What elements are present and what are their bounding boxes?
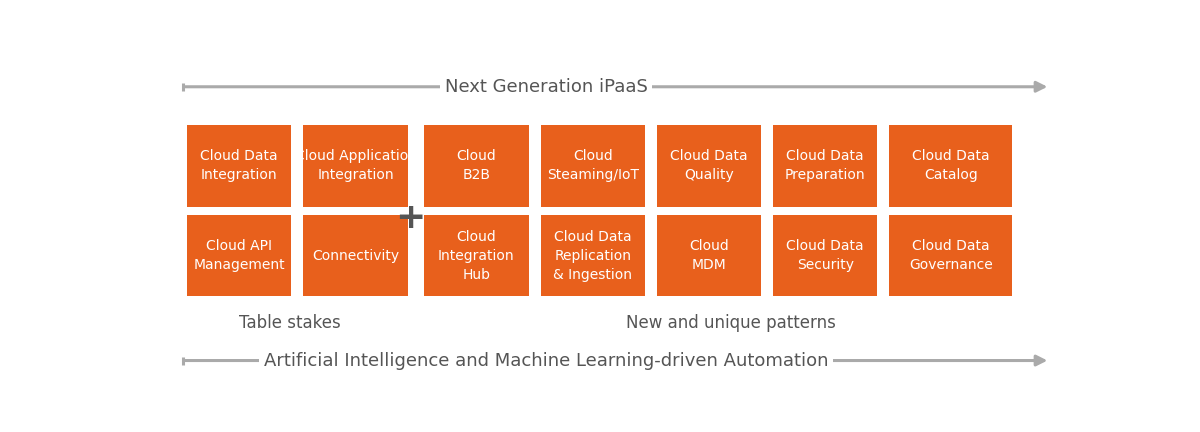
Text: Cloud
Steaming/IoT: Cloud Steaming/IoT [547,149,638,182]
Bar [304,125,408,206]
Bar [656,125,761,206]
Text: +: + [395,201,426,235]
Text: Cloud
B2B: Cloud B2B [456,149,497,182]
Text: Artificial Intelligence and Machine Learning-driven Automation: Artificial Intelligence and Machine Lear… [264,352,828,369]
Bar [540,215,644,296]
Bar [187,125,292,206]
Bar [773,125,877,206]
Bar [773,215,877,296]
Bar [656,215,761,296]
Text: Cloud Application
Integration: Cloud Application Integration [294,149,416,182]
Text: Cloud
MDM: Cloud MDM [689,239,728,272]
Text: Cloud API
Management: Cloud API Management [193,239,286,272]
Text: Cloud Data
Catalog: Cloud Data Catalog [912,149,990,182]
Bar [425,125,528,206]
Text: Cloud Data
Replication
& Ingestion: Cloud Data Replication & Ingestion [553,230,632,282]
Text: Cloud
Integration
Hub: Cloud Integration Hub [438,230,515,282]
Text: Table stakes: Table stakes [239,314,341,332]
Bar [304,215,408,296]
Text: Cloud Data
Governance: Cloud Data Governance [908,239,992,272]
Bar [425,215,528,296]
Text: Cloud Data
Integration: Cloud Data Integration [200,149,278,182]
Text: New and unique patterns: New and unique patterns [626,314,836,332]
Text: Cloud Data
Quality: Cloud Data Quality [670,149,748,182]
Text: Cloud Data
Security: Cloud Data Security [786,239,864,272]
Bar [187,215,292,296]
Text: Cloud Data
Preparation: Cloud Data Preparation [785,149,865,182]
Bar [540,125,644,206]
Bar [889,215,1012,296]
Text: Connectivity: Connectivity [312,248,400,263]
Text: Next Generation iPaaS: Next Generation iPaaS [445,78,648,96]
Bar [889,125,1012,206]
